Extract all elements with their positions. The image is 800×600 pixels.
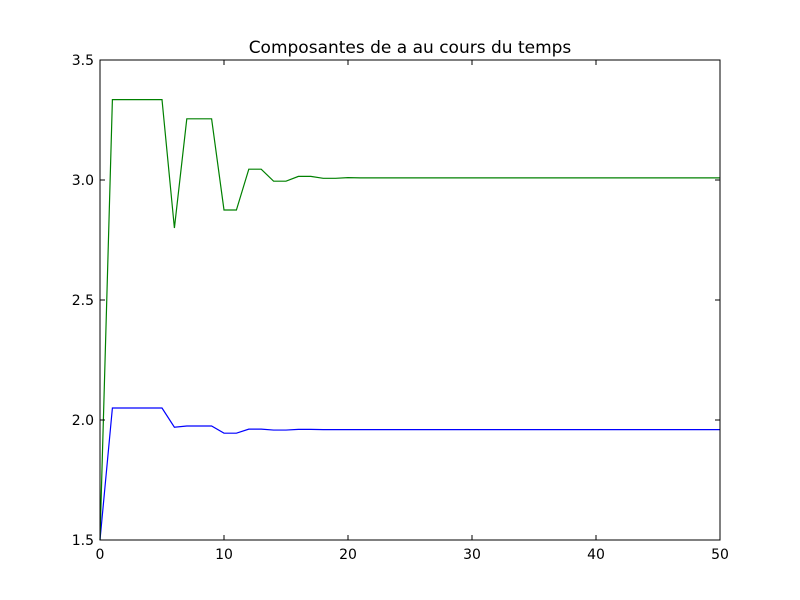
ticks-layer: 0 10 20 30 40 50 1.5 2.0 2.5 3.0 3.5 <box>72 53 729 563</box>
x-tick-label: 0 <box>96 547 105 563</box>
x-tick-label: 20 <box>339 547 357 563</box>
x-tick-label: 30 <box>463 547 481 563</box>
y-tick-label: 3.0 <box>72 173 94 189</box>
plot-frame <box>99 59 721 541</box>
series-layer <box>99 98 720 541</box>
y-tick-label: 2.5 <box>72 293 94 309</box>
x-tick-label: 10 <box>215 547 233 563</box>
series-line-2 <box>99 98 720 541</box>
y-tick-label: 2.0 <box>72 413 94 429</box>
y-tick-label: 3.5 <box>72 53 94 69</box>
series-line-1 <box>99 407 720 541</box>
chart-title: Composantes de a au cours du temps <box>249 38 572 58</box>
x-tick-label: 50 <box>711 547 729 563</box>
y-tick-label: 1.5 <box>72 533 94 549</box>
x-tick-label: 40 <box>587 547 605 563</box>
